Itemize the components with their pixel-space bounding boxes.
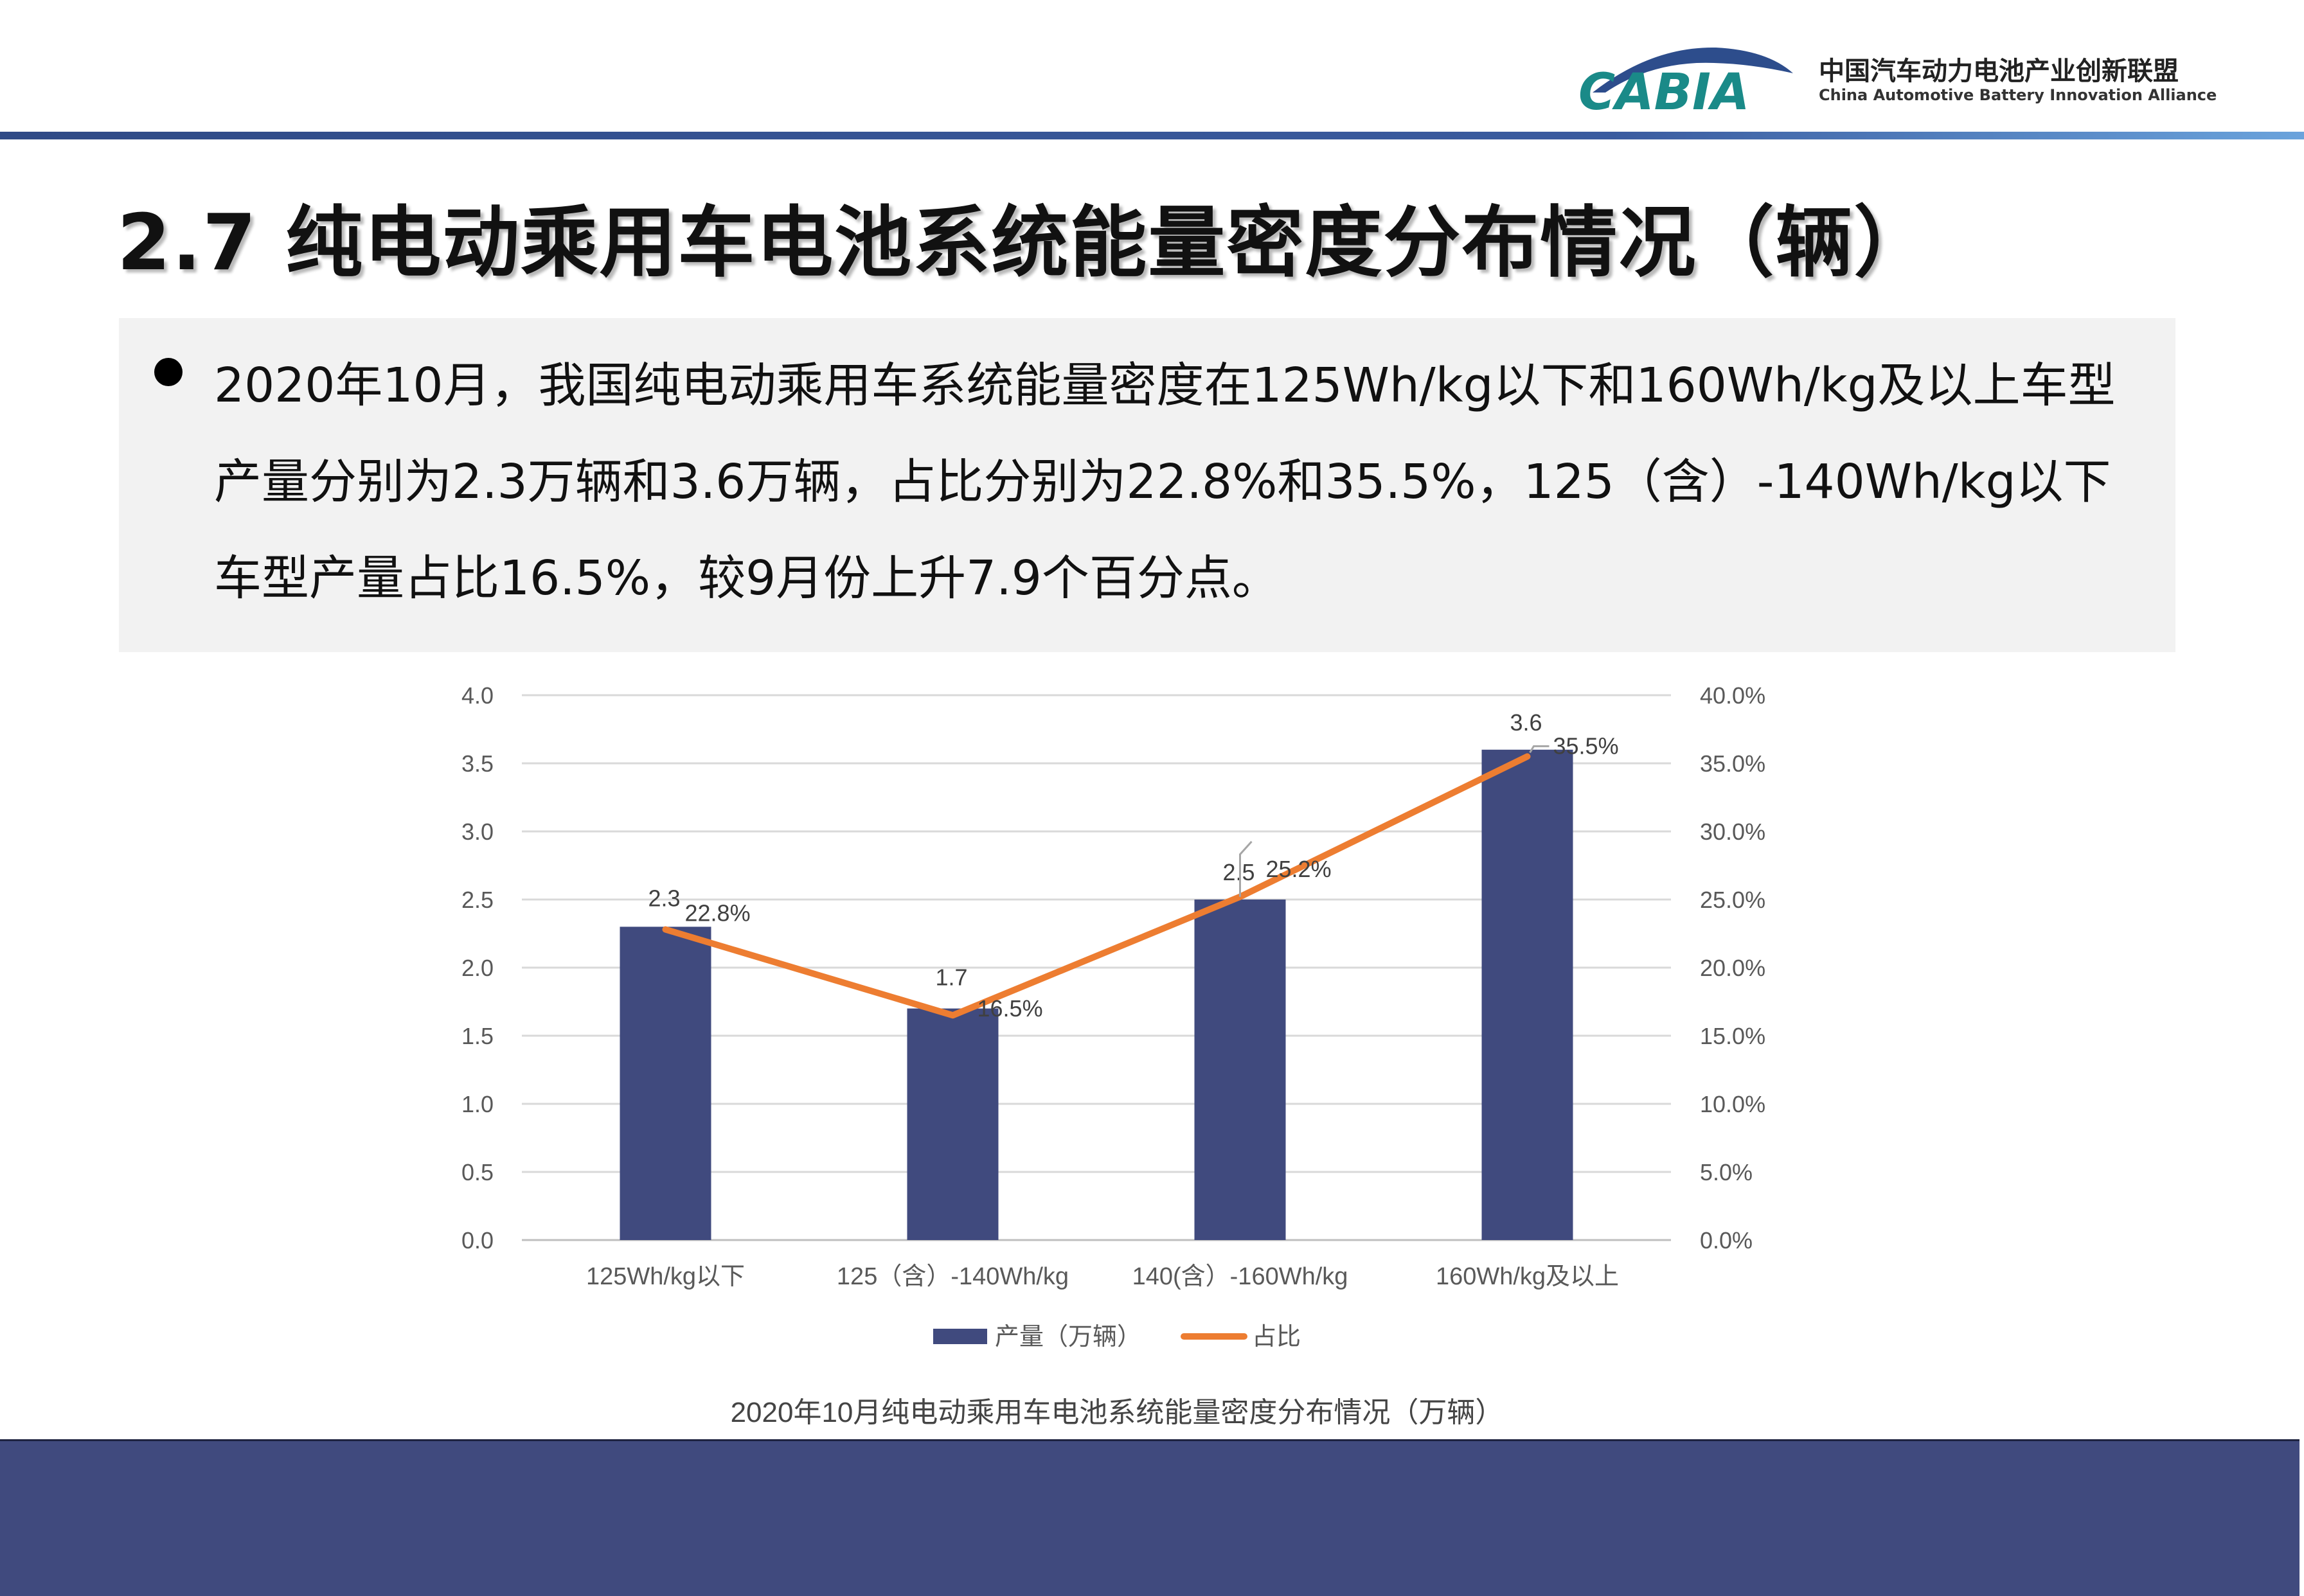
label-leader-line [1529,745,1549,754]
line-value-label: 22.8% [685,900,751,927]
line-point [1526,755,1529,758]
y2-tick-label: 25.0% [1700,887,1765,913]
y2-tick-label: 40.0% [1700,682,1765,709]
bar-series [620,749,1573,1240]
gridlines [522,694,1671,1241]
axes: 0.0 0.5 1.0 1.5 2.0 2.5 3.0 3.5 4.0 0.0% 5.0% 10.0%… [461,682,1765,1290]
bar [1194,900,1286,1240]
legend-label-bar: 产量（万辆） [995,1324,1141,1351]
bar [907,1008,999,1240]
line-point [951,1014,954,1017]
y-tick-label: 0.5 [461,1159,494,1185]
org-name-en: China Automotive Battery Innovation Alli… [1819,86,2217,104]
svg-text:CABIA: CABIA [1578,64,1749,117]
y-tick-label: 3.5 [461,750,494,777]
line-point [664,928,667,931]
footer-band [0,1439,2300,1596]
line-series-path [662,753,1531,1019]
label-leader-line [1239,840,1253,897]
bar-value-label: 2.3 [648,885,680,911]
y-tick-label: 0.0 [461,1227,494,1254]
cabia-logo: CABIA 中国汽车动力电池产业创新联盟 China Automotive Ba… [1575,33,2217,117]
summary-box: 2020年10月，我国纯电动乘用车系统能量密度在125Wh/kg以下和160Wh… [119,318,2175,652]
y2-tick-label: 5.0% [1700,1159,1753,1185]
line-value-label: 35.5% [1553,732,1619,759]
x-tick-label: 160Wh/kg及以上 [1436,1263,1619,1290]
page-title: 2.7 纯电动乘用车电池系统能量密度分布情况（辆） [117,199,1933,288]
y2-tick-label: 35.0% [1700,750,1765,777]
line-value-label: 16.5% [978,995,1043,1022]
y-tick-label: 2.0 [461,955,494,981]
chart-title: 2020年10月纯电动乘用车电池系统能量密度分布情况（万辆） [731,1397,1504,1428]
y2-tick-label: 10.0% [1700,1091,1765,1117]
bullet-icon [154,358,183,386]
y-tick-label: 3.0 [461,819,494,845]
y2-tick-label: 0.0% [1700,1227,1753,1254]
y2-tick-label: 30.0% [1700,819,1765,845]
legend-swatch-bar [933,1329,987,1344]
y-tick-label: 2.5 [461,887,494,913]
data-labels: 2.3 1.7 2.5 3.6 22.8% 16.5% 25.2% 35.5% [648,709,1618,1022]
legend-label-line: 占比 [1252,1324,1301,1351]
y-tick-label: 1.0 [461,1091,494,1117]
x-tick-label: 140(含）-160Wh/kg [1132,1263,1348,1290]
bar [1481,749,1573,1240]
bar [620,927,711,1240]
org-name-cn: 中国汽车动力电池产业创新联盟 [1819,57,2179,86]
line-series [662,753,1531,1019]
x-tick-label: 125（含）-140Wh/kg [837,1263,1069,1290]
logo-emblem-icon: CABIA [1578,47,1793,117]
header-bar [0,132,2304,139]
x-tick-label: 125Wh/kg以下 [586,1263,745,1290]
y-tick-label: 1.5 [461,1023,494,1049]
bar-value-label: 3.6 [1510,709,1542,736]
bar-value-label: 1.7 [935,964,967,991]
line-value-label: 25.2% [1266,856,1332,882]
y-tick-label: 4.0 [461,682,494,709]
bar-value-label: 2.5 [1222,859,1255,885]
legend: 产量（万辆） 占比 [933,1324,1301,1351]
y2-tick-label: 15.0% [1700,1023,1765,1049]
y2-tick-label: 20.0% [1700,955,1765,981]
summary-text: 2020年10月，我国纯电动乘用车系统能量密度在125Wh/kg以下和160Wh… [214,358,2116,606]
